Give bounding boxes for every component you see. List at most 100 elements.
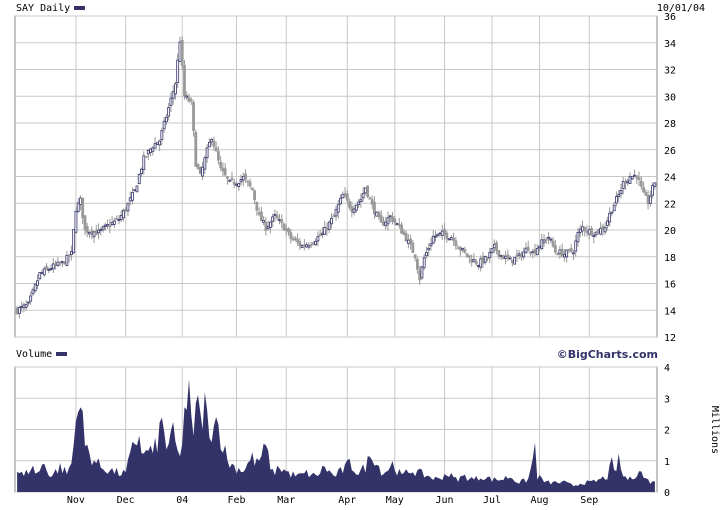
candle-body [194,132,198,167]
candle-body [167,107,171,117]
chart-date: 10/01/04 [656,3,705,14]
candle-body [350,206,354,213]
candle-body [458,246,462,251]
candle-body [615,196,618,204]
candle-body [529,251,532,254]
candle-body [348,201,351,208]
candle-body [409,238,413,245]
price-tick-label: 26 [664,146,676,157]
candle-body [33,283,37,292]
candle-body [266,225,270,229]
candle-body [404,233,408,242]
candle-body [368,197,372,200]
brand-link[interactable]: ©BigCharts.com [556,348,658,361]
candle-body [382,221,385,226]
candle-body [298,241,302,247]
candle-body [644,192,648,196]
candle-body [287,228,290,233]
candle-body [384,221,388,227]
candle-body [370,199,374,205]
candle-body [619,190,623,195]
price-candles [15,36,657,319]
candle-body [472,259,476,263]
candle-body [572,252,575,255]
candle-body [284,228,288,231]
candle-body [352,208,356,214]
candle-body [72,229,76,254]
candle-body [599,227,602,235]
candle-body [180,40,184,66]
volume-title-text: Volume [16,349,53,360]
candle-body [391,216,394,222]
candle-body [626,180,630,183]
candle-body [576,232,580,243]
candle-body [117,219,121,222]
candle-body [201,166,204,177]
price-tick-label: 30 [664,92,676,103]
candle-body [402,231,406,235]
candle-body [325,228,329,231]
candle-body [226,176,229,179]
candle-body [535,248,539,256]
price-tick-label: 34 [664,39,676,50]
candle-body [273,214,277,216]
candle-body [314,240,318,246]
candle-body [585,230,589,233]
candle-body [520,254,523,258]
candle-body [422,257,426,268]
candle-body [637,177,641,180]
candle-body [610,211,614,214]
chart-title: SAY Daily [16,3,86,15]
candle-body [36,280,39,286]
candle-body [67,254,71,258]
candle-body [375,211,379,217]
candle-body [341,193,345,199]
candle-body [481,256,485,264]
candle-body [463,249,467,253]
candle-body [135,185,139,193]
candle-body [551,240,555,247]
candle-body [558,249,562,254]
candle-body [76,202,80,212]
candle-body [418,270,422,281]
candle-body [438,232,442,235]
candle-body [517,253,521,256]
candle-body [330,217,333,225]
candle-body [85,226,89,233]
price-tick-label: 14 [664,306,676,317]
volume-area [17,379,655,492]
candle-body [544,239,548,241]
candle-body [210,139,214,143]
candle-body [302,244,306,247]
candle-body [642,187,645,193]
candle-body [538,245,541,248]
candle-body [343,193,347,197]
candle-body [171,91,175,99]
candle-body [345,193,349,201]
candle-body [293,237,297,241]
candle-body [40,271,44,274]
candle-body [443,228,446,235]
candle-body [397,224,401,226]
candle-body [244,173,247,180]
candle-body [248,181,252,187]
volume-axis-label: Millions [709,406,720,454]
candle-body [65,255,69,266]
candle-body [126,202,130,212]
candle-body [282,223,286,231]
candle-body [587,229,591,235]
candle-body [547,236,550,239]
candle-body [262,220,266,223]
candle-body [531,251,535,254]
candle-body [124,208,128,211]
candle-body [388,215,392,218]
price-tick-label: 28 [664,119,676,130]
candle-body [108,225,112,228]
candle-body [38,272,42,280]
candle-body [228,179,232,182]
candle-body [363,187,367,194]
candle-body [608,212,612,223]
candle-body [468,255,471,258]
candle-body [187,97,191,102]
